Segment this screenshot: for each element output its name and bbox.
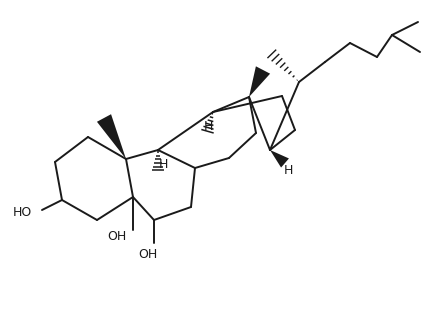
Text: OH: OH bbox=[107, 231, 126, 244]
Text: H: H bbox=[158, 157, 168, 170]
Text: H: H bbox=[204, 121, 213, 134]
Text: H: H bbox=[283, 163, 293, 176]
Polygon shape bbox=[270, 150, 289, 168]
Polygon shape bbox=[97, 114, 126, 159]
Polygon shape bbox=[249, 66, 270, 97]
Text: HO: HO bbox=[13, 206, 32, 219]
Text: OH: OH bbox=[139, 248, 158, 261]
